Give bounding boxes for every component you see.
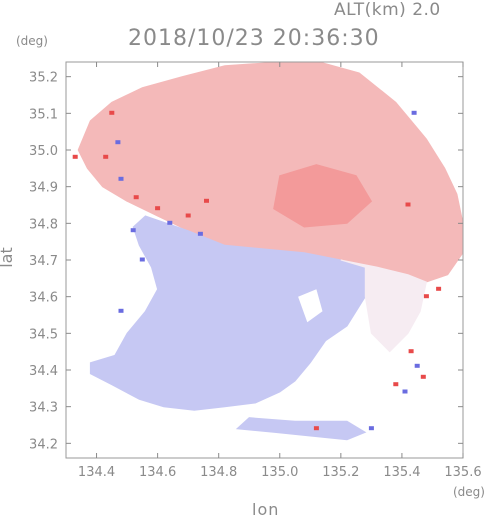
region-positive-core	[273, 164, 373, 228]
y-axis-label: lat	[0, 247, 16, 268]
region-negative	[89, 215, 366, 411]
data-gap	[371, 355, 396, 385]
speckle	[115, 140, 121, 145]
speckle	[402, 389, 408, 394]
x-unit-label: (deg)	[453, 485, 485, 499]
speckle	[393, 382, 399, 387]
speckle	[405, 202, 411, 207]
speckle	[313, 426, 319, 431]
speckle	[414, 363, 420, 368]
y-axis: 35.2 35.1 35.0 34.9 34.8 34.7 34.6 34.5 34.4 34.3…	[29, 71, 463, 452]
y-tick-label: 34.7	[29, 254, 58, 269]
speckle	[118, 176, 124, 181]
x-tick-label: 135.0	[261, 465, 298, 480]
speckle	[118, 308, 124, 313]
speckle	[420, 374, 426, 379]
y-tick-label: 34.3	[29, 401, 58, 416]
doppler-field	[77, 62, 463, 441]
speckle	[423, 294, 429, 299]
speckle	[133, 195, 139, 200]
region-positive	[77, 62, 463, 283]
x-tick-label: 134.4	[78, 465, 115, 480]
speckle	[368, 426, 374, 431]
y-tick-label: 34.2	[29, 437, 58, 452]
y-tick-label: 34.5	[29, 327, 58, 342]
y-unit-label: (deg)	[16, 34, 48, 48]
chart-title: 2018/10/23 20:36:30	[128, 26, 380, 51]
speckles	[72, 110, 442, 431]
speckle	[103, 154, 109, 159]
x-tick-label: 135.6	[444, 465, 481, 480]
y-tick-label: 35.2	[29, 71, 58, 86]
speckle	[436, 286, 442, 291]
speckle	[130, 228, 136, 233]
speckle	[109, 110, 115, 115]
x-tick-label: 134.8	[200, 465, 237, 480]
region-negative-south-tail	[235, 417, 367, 441]
x-axis-label: lon	[252, 500, 280, 519]
x-tick-label: 134.6	[139, 465, 176, 480]
y-tick-label: 34.9	[29, 181, 58, 196]
region-transition	[340, 259, 427, 353]
speckle	[197, 231, 203, 236]
x-axis: 134.4 134.6 134.8 135.0 135.2 135.4 135.6	[78, 62, 482, 480]
altitude-label: ALT(km) 2.0	[334, 0, 441, 20]
data-gaps	[298, 289, 396, 385]
y-tick-label: 34.8	[29, 217, 58, 232]
x-tick-label: 135.2	[322, 465, 359, 480]
speckle	[72, 154, 78, 159]
y-tick-label: 35.0	[29, 144, 58, 159]
y-tick-label: 34.4	[29, 364, 58, 379]
speckle	[155, 206, 161, 211]
x-tick-label: 135.4	[383, 465, 420, 480]
speckle	[204, 198, 209, 203]
speckle	[408, 349, 414, 354]
speckle	[411, 110, 417, 115]
data-gap	[298, 289, 323, 323]
y-tick-label: 35.1	[29, 107, 58, 122]
speckle	[139, 257, 145, 262]
speckle	[167, 220, 173, 225]
speckle	[185, 213, 191, 218]
y-tick-label: 34.6	[29, 291, 58, 306]
data-gap	[334, 333, 366, 363]
